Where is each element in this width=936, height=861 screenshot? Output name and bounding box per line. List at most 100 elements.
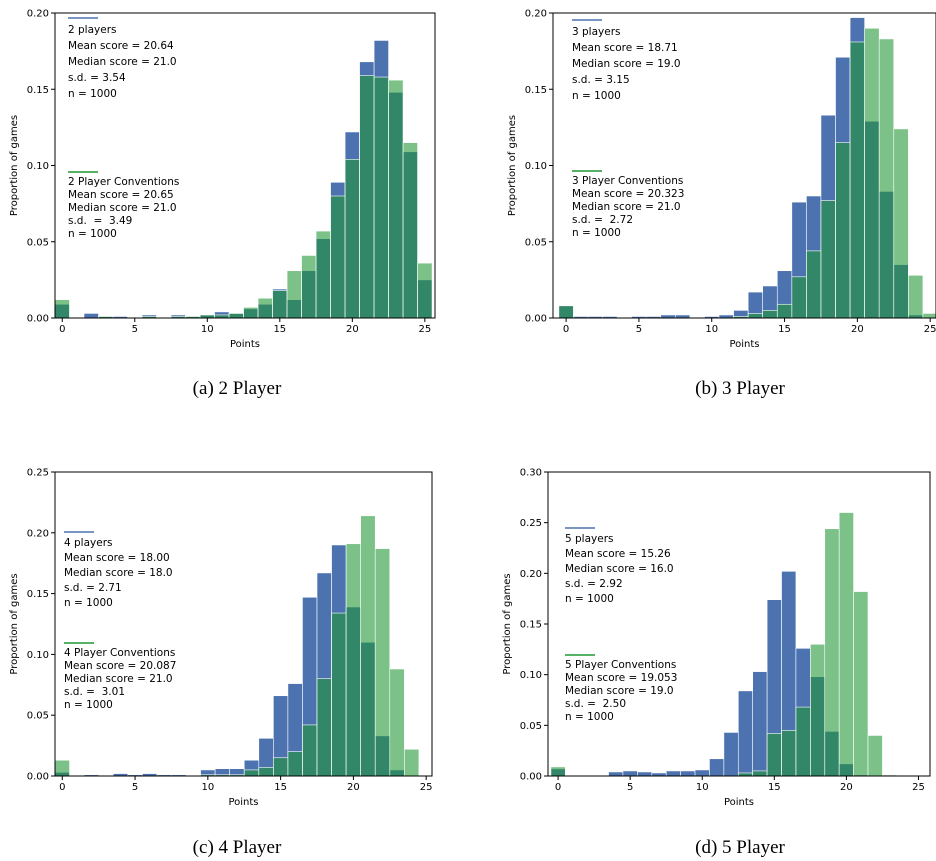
x-tick-label: 5 (132, 324, 138, 335)
bar (404, 748, 420, 777)
bar (723, 732, 739, 777)
bar (622, 770, 638, 777)
y-tick-label: 0.20 (27, 9, 49, 20)
x-axis-label: Points (724, 797, 754, 808)
x-tick-label: 25 (924, 324, 936, 335)
bar (388, 79, 404, 319)
bar (608, 771, 624, 777)
x-tick-label: 15 (274, 782, 287, 793)
x-tick-label: 20 (347, 782, 360, 793)
x-tick-label: 0 (59, 782, 65, 793)
legend-entry: 5 players Mean score = 15.26 Median scor… (565, 533, 674, 605)
bar (402, 142, 418, 319)
bar (838, 512, 854, 777)
y-axis-label: Proportion of games (507, 115, 518, 216)
y-tick-label: 0.10 (27, 650, 49, 661)
bar (922, 313, 936, 319)
bar (637, 771, 653, 777)
bar (374, 548, 391, 777)
bar (287, 751, 303, 777)
bar (257, 297, 273, 319)
legend-entry: 2 Player Conventions Mean score = 20.65 … (68, 176, 180, 240)
x-tick-label: 20 (851, 324, 864, 335)
y-tick-label: 0.05 (27, 237, 49, 248)
x-tick-label: 5 (132, 782, 138, 793)
bar (243, 769, 260, 777)
y-tick-label: 0.20 (520, 569, 542, 580)
x-axis-label: Points (230, 339, 260, 350)
y-tick-label: 0.10 (525, 161, 547, 172)
x-tick-label: 25 (912, 782, 925, 793)
caption: (a) 2 Player (192, 378, 282, 399)
y-tick-label: 0.20 (525, 9, 547, 20)
bar (820, 200, 836, 319)
bar (550, 766, 566, 777)
x-tick-label: 0 (555, 782, 561, 793)
x-tick-label: 25 (420, 782, 433, 793)
bar (680, 770, 696, 777)
x-tick-label: 15 (778, 324, 791, 335)
bar (737, 690, 753, 777)
bar (867, 735, 883, 777)
x-tick-label: 20 (840, 782, 853, 793)
caption: (d) 5 Player (695, 837, 785, 858)
x-tick-label: 5 (636, 324, 642, 335)
bar (315, 230, 331, 319)
bar (345, 543, 361, 777)
bar (776, 303, 793, 319)
bar (331, 612, 347, 777)
bar (849, 41, 865, 319)
y-tick-label: 0.00 (27, 772, 49, 783)
bar (864, 27, 880, 319)
bar (373, 76, 389, 319)
bar (344, 159, 360, 319)
bar (272, 290, 288, 319)
bar (781, 730, 797, 777)
bar (853, 591, 869, 777)
bar (766, 733, 782, 777)
x-tick-label: 15 (768, 782, 781, 793)
y-tick-label: 0.00 (520, 772, 542, 783)
bar (54, 759, 70, 777)
legend-entry: 4 players Mean score = 18.00 Median scor… (64, 537, 173, 609)
y-tick-label: 0.05 (27, 711, 49, 722)
bar (795, 706, 811, 777)
y-tick-label: 0.00 (27, 314, 49, 325)
bar (359, 75, 375, 319)
y-tick-label: 0.25 (27, 468, 49, 479)
bar (286, 270, 302, 319)
bar (824, 528, 840, 777)
x-tick-label: 0 (563, 324, 569, 335)
bar (417, 262, 433, 319)
x-tick-label: 10 (201, 324, 214, 335)
x-tick-label: 0 (59, 324, 65, 335)
bar (835, 142, 851, 319)
bar (273, 757, 289, 777)
caption: (b) 3 Player (695, 378, 785, 399)
bar (228, 313, 244, 319)
x-tick-label: 10 (201, 782, 214, 793)
caption: (c) 4 Player (192, 837, 282, 858)
y-tick-label: 0.10 (27, 161, 49, 172)
y-tick-label: 0.15 (27, 589, 49, 600)
bar (694, 769, 710, 777)
y-tick-label: 0.05 (525, 237, 547, 248)
x-tick-label: 25 (418, 324, 431, 335)
y-tick-label: 0.15 (520, 620, 542, 631)
y-tick-label: 0.30 (520, 468, 542, 479)
x-tick-label: 10 (705, 324, 718, 335)
bar (258, 767, 274, 777)
bar (752, 770, 768, 777)
y-tick-label: 0.15 (525, 85, 547, 96)
legend-entry: 5 Player Conventions Mean score = 19.053… (565, 659, 678, 723)
y-tick-label: 0.00 (525, 314, 547, 325)
bar (243, 307, 259, 319)
bar (752, 671, 768, 777)
bar (330, 195, 346, 319)
bar (709, 758, 725, 777)
y-tick-label: 0.20 (27, 528, 49, 539)
axes-frame (54, 471, 433, 777)
x-tick-label: 15 (273, 324, 286, 335)
bar (665, 770, 681, 777)
